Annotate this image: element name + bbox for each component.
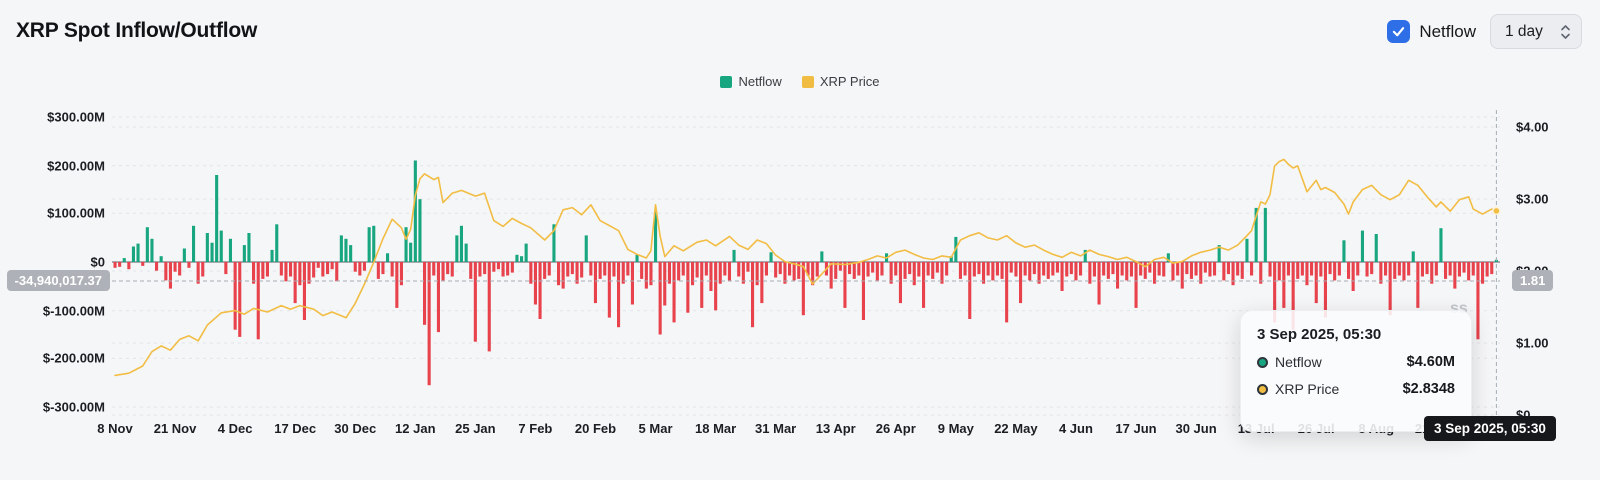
x-axis-tick-label: 4 Dec bbox=[217, 421, 253, 436]
crosshair-left-value-tag: -34,940,017.37 bbox=[6, 270, 110, 291]
x-axis-tick-label: 20 Feb bbox=[574, 421, 617, 436]
left-axis-tick-label: $100.00M bbox=[47, 205, 105, 221]
x-axis-tick-label: 30 Dec bbox=[334, 421, 377, 436]
x-axis-tick-label: 4 Jun bbox=[1058, 421, 1093, 436]
right-axis-tick-label: $3.00 bbox=[1516, 191, 1549, 207]
x-axis-tick-label: 18 Mar bbox=[694, 421, 737, 436]
checkmark-icon bbox=[1393, 27, 1405, 37]
left-axis-tick-label: $300.00M bbox=[47, 109, 105, 125]
legend-netflow-label: Netflow bbox=[738, 74, 782, 89]
x-axis-tick-label: 26 Apr bbox=[875, 421, 916, 436]
x-axis-tick-label: 31 Mar bbox=[755, 421, 797, 436]
tooltip-row-xrp-price: XRP Price $2.8348 bbox=[1257, 381, 1455, 397]
x-axis-tick-label: 5 Mar bbox=[638, 421, 673, 436]
tooltip-netflow-value: $4.60M bbox=[1406, 354, 1455, 370]
tooltip-xrp-price-value: $2.8348 bbox=[1402, 381, 1455, 397]
left-axis-tick-label: $-200.00M bbox=[42, 350, 105, 366]
tooltip-date: 3 Sep 2025, 05:30 bbox=[1257, 326, 1382, 343]
right-axis-tick-label: $1.00 bbox=[1516, 335, 1549, 351]
x-axis-tick-label: 22 May bbox=[994, 421, 1038, 436]
tooltip-netflow-label: Netflow bbox=[1275, 354, 1322, 370]
x-axis-tick-label: 30 Jun bbox=[1175, 421, 1217, 436]
left-axis-tick-label: $-300.00M bbox=[42, 399, 105, 415]
xrp-price-dot-icon bbox=[1257, 383, 1268, 395]
chart-legend: Netflow XRP Price bbox=[0, 74, 1600, 89]
page-title: XRP Spot Inflow/Outflow bbox=[16, 19, 258, 42]
legend-item-xrp-price[interactable]: XRP Price bbox=[801, 74, 880, 89]
updown-chevrons-icon bbox=[1561, 24, 1570, 39]
legend-xrp-price-label: XRP Price bbox=[819, 74, 880, 89]
x-axis-tick-label: 13 Apr bbox=[815, 421, 856, 436]
x-axis-tick-label: 9 May bbox=[937, 421, 974, 436]
x-axis-tick-label: 25 Jan bbox=[455, 421, 496, 436]
x-axis-tick-label: 21 Nov bbox=[153, 421, 197, 436]
x-axis-tick-label: 7 Feb bbox=[518, 421, 553, 436]
header-controls: Netflow 1 day bbox=[1387, 14, 1582, 49]
xrp-price-swatch-icon bbox=[801, 75, 814, 88]
netflow-dot-icon bbox=[1257, 356, 1268, 368]
x-axis-tick-label: 12 Jan bbox=[395, 421, 436, 436]
chart-header: XRP Spot Inflow/Outflow Netflow 1 day bbox=[0, 0, 1600, 58]
netflow-checkbox-label[interactable]: Netflow bbox=[1419, 21, 1476, 41]
netflow-swatch-icon bbox=[720, 75, 733, 88]
crosshair-right-value-tag: 1.81 bbox=[1512, 270, 1554, 291]
x-axis-tick-label: 17 Dec bbox=[274, 421, 317, 436]
interval-select[interactable]: 1 day bbox=[1490, 14, 1582, 49]
left-axis-tick-label: $0 bbox=[90, 254, 105, 270]
tooltip-xrp-price-label: XRP Price bbox=[1275, 381, 1340, 397]
netflow-checkbox[interactable] bbox=[1387, 20, 1411, 43]
interval-select-value: 1 day bbox=[1505, 22, 1543, 40]
crosshair-date-tag: 3 Sep 2025, 05:30 bbox=[1424, 416, 1556, 441]
tooltip-row-netflow: Netflow $4.60M bbox=[1257, 354, 1455, 370]
x-axis-tick-label: 17 Jun bbox=[1115, 421, 1157, 436]
x-axis-tick-label: 8 Nov bbox=[97, 421, 133, 436]
left-axis-tick-label: $200.00M bbox=[47, 158, 105, 174]
chart-tooltip: 3 Sep 2025, 05:30 Netflow $4.60M XRP Pri… bbox=[1240, 310, 1472, 432]
left-axis-tick-label: $-100.00M bbox=[42, 303, 105, 319]
legend-item-netflow[interactable]: Netflow bbox=[720, 74, 782, 89]
right-axis-tick-label: $4.00 bbox=[1516, 119, 1549, 135]
